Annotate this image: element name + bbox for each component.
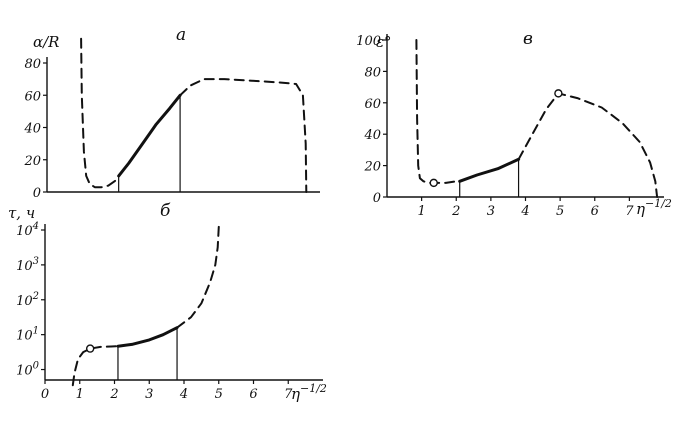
y-tick-label: 100 (16, 361, 40, 379)
open-circle-marker (85, 344, 95, 353)
y-tick-label: 100 (356, 34, 381, 49)
panel-b-label: б (160, 201, 171, 221)
open-circle-marker (554, 89, 563, 98)
panel-b: б τ, ч 100 101 102 103 104 0 1 2 3 4 5 6 7 η−1/2 (8, 201, 327, 403)
x-tick-label: 6 (249, 387, 257, 402)
series-solid-segment (458, 157, 521, 183)
y-tick-label: 20 (363, 160, 381, 175)
panel-b-xlabel: η−1/2 (291, 382, 327, 403)
x-tick-label: 3 (487, 204, 495, 219)
series-solid-segment (117, 93, 182, 178)
x-tick-label: 2 (109, 387, 118, 402)
y-tick-label: 80 (24, 57, 41, 72)
series-dashed-segment (415, 39, 461, 184)
panel-c-plot (386, 34, 664, 198)
x-tick-label: 1 (417, 204, 425, 219)
y-tick-label: 40 (23, 122, 41, 137)
panel-b-plot (44, 224, 323, 387)
panel-c-xticks: 1 2 3 4 5 6 7 (417, 197, 634, 219)
y-tick-label: 40 (363, 128, 381, 143)
series-dashed-segment (80, 37, 120, 189)
panel-c-yticks: 0 20 40 60 80 100 (356, 34, 387, 206)
y-tick-label: 0 (373, 191, 381, 206)
series-dashed-segment (179, 78, 308, 193)
y-tick-label: 102 (16, 291, 39, 309)
series-dashed-segment (176, 225, 220, 329)
y-tick-label: 60 (24, 89, 41, 104)
x-tick-label: 6 (591, 204, 599, 219)
x-tick-label: 5 (215, 387, 223, 402)
y-tick-label: 104 (16, 221, 39, 239)
panel-b-yticks: 100 101 102 103 104 (16, 221, 45, 379)
x-tick-label: 1 (76, 387, 84, 402)
y-tick-label: 103 (16, 256, 39, 274)
x-tick-label: 3 (145, 387, 153, 402)
panel-a-plot (46, 37, 320, 193)
panel-c-label: в (523, 29, 533, 49)
panel-b-xticks: 0 1 2 3 4 5 6 7 (41, 380, 293, 402)
y-tick-label: 80 (364, 65, 381, 80)
panel-a-label: а (176, 25, 186, 45)
open-circle-marker (429, 178, 438, 188)
series-solid-segment (116, 326, 179, 348)
x-tick-label: 7 (284, 387, 293, 402)
y-tick-label: 101 (16, 326, 39, 344)
panel-c-xlabel: η−1/2 (636, 197, 672, 218)
x-tick-label: 4 (179, 387, 188, 402)
panel-a-ylabel: α/R (33, 33, 59, 51)
y-tick-label: 0 (33, 186, 41, 201)
y-tick-label: 20 (23, 154, 41, 169)
x-tick-label: 5 (556, 204, 564, 219)
panel-a-yticks: 0 20 40 60 80 (23, 57, 47, 201)
panel-a: а α/R 0 20 40 60 80 (23, 25, 320, 201)
x-tick-label: 2 (451, 204, 460, 219)
x-tick-label: 7 (625, 204, 634, 219)
series-dashed-segment (517, 92, 659, 198)
panel-b-ylabel: τ, ч (8, 204, 35, 222)
x-tick-label: 0 (41, 387, 49, 402)
x-tick-label: 4 (520, 204, 529, 219)
y-tick-label: 60 (364, 97, 381, 112)
